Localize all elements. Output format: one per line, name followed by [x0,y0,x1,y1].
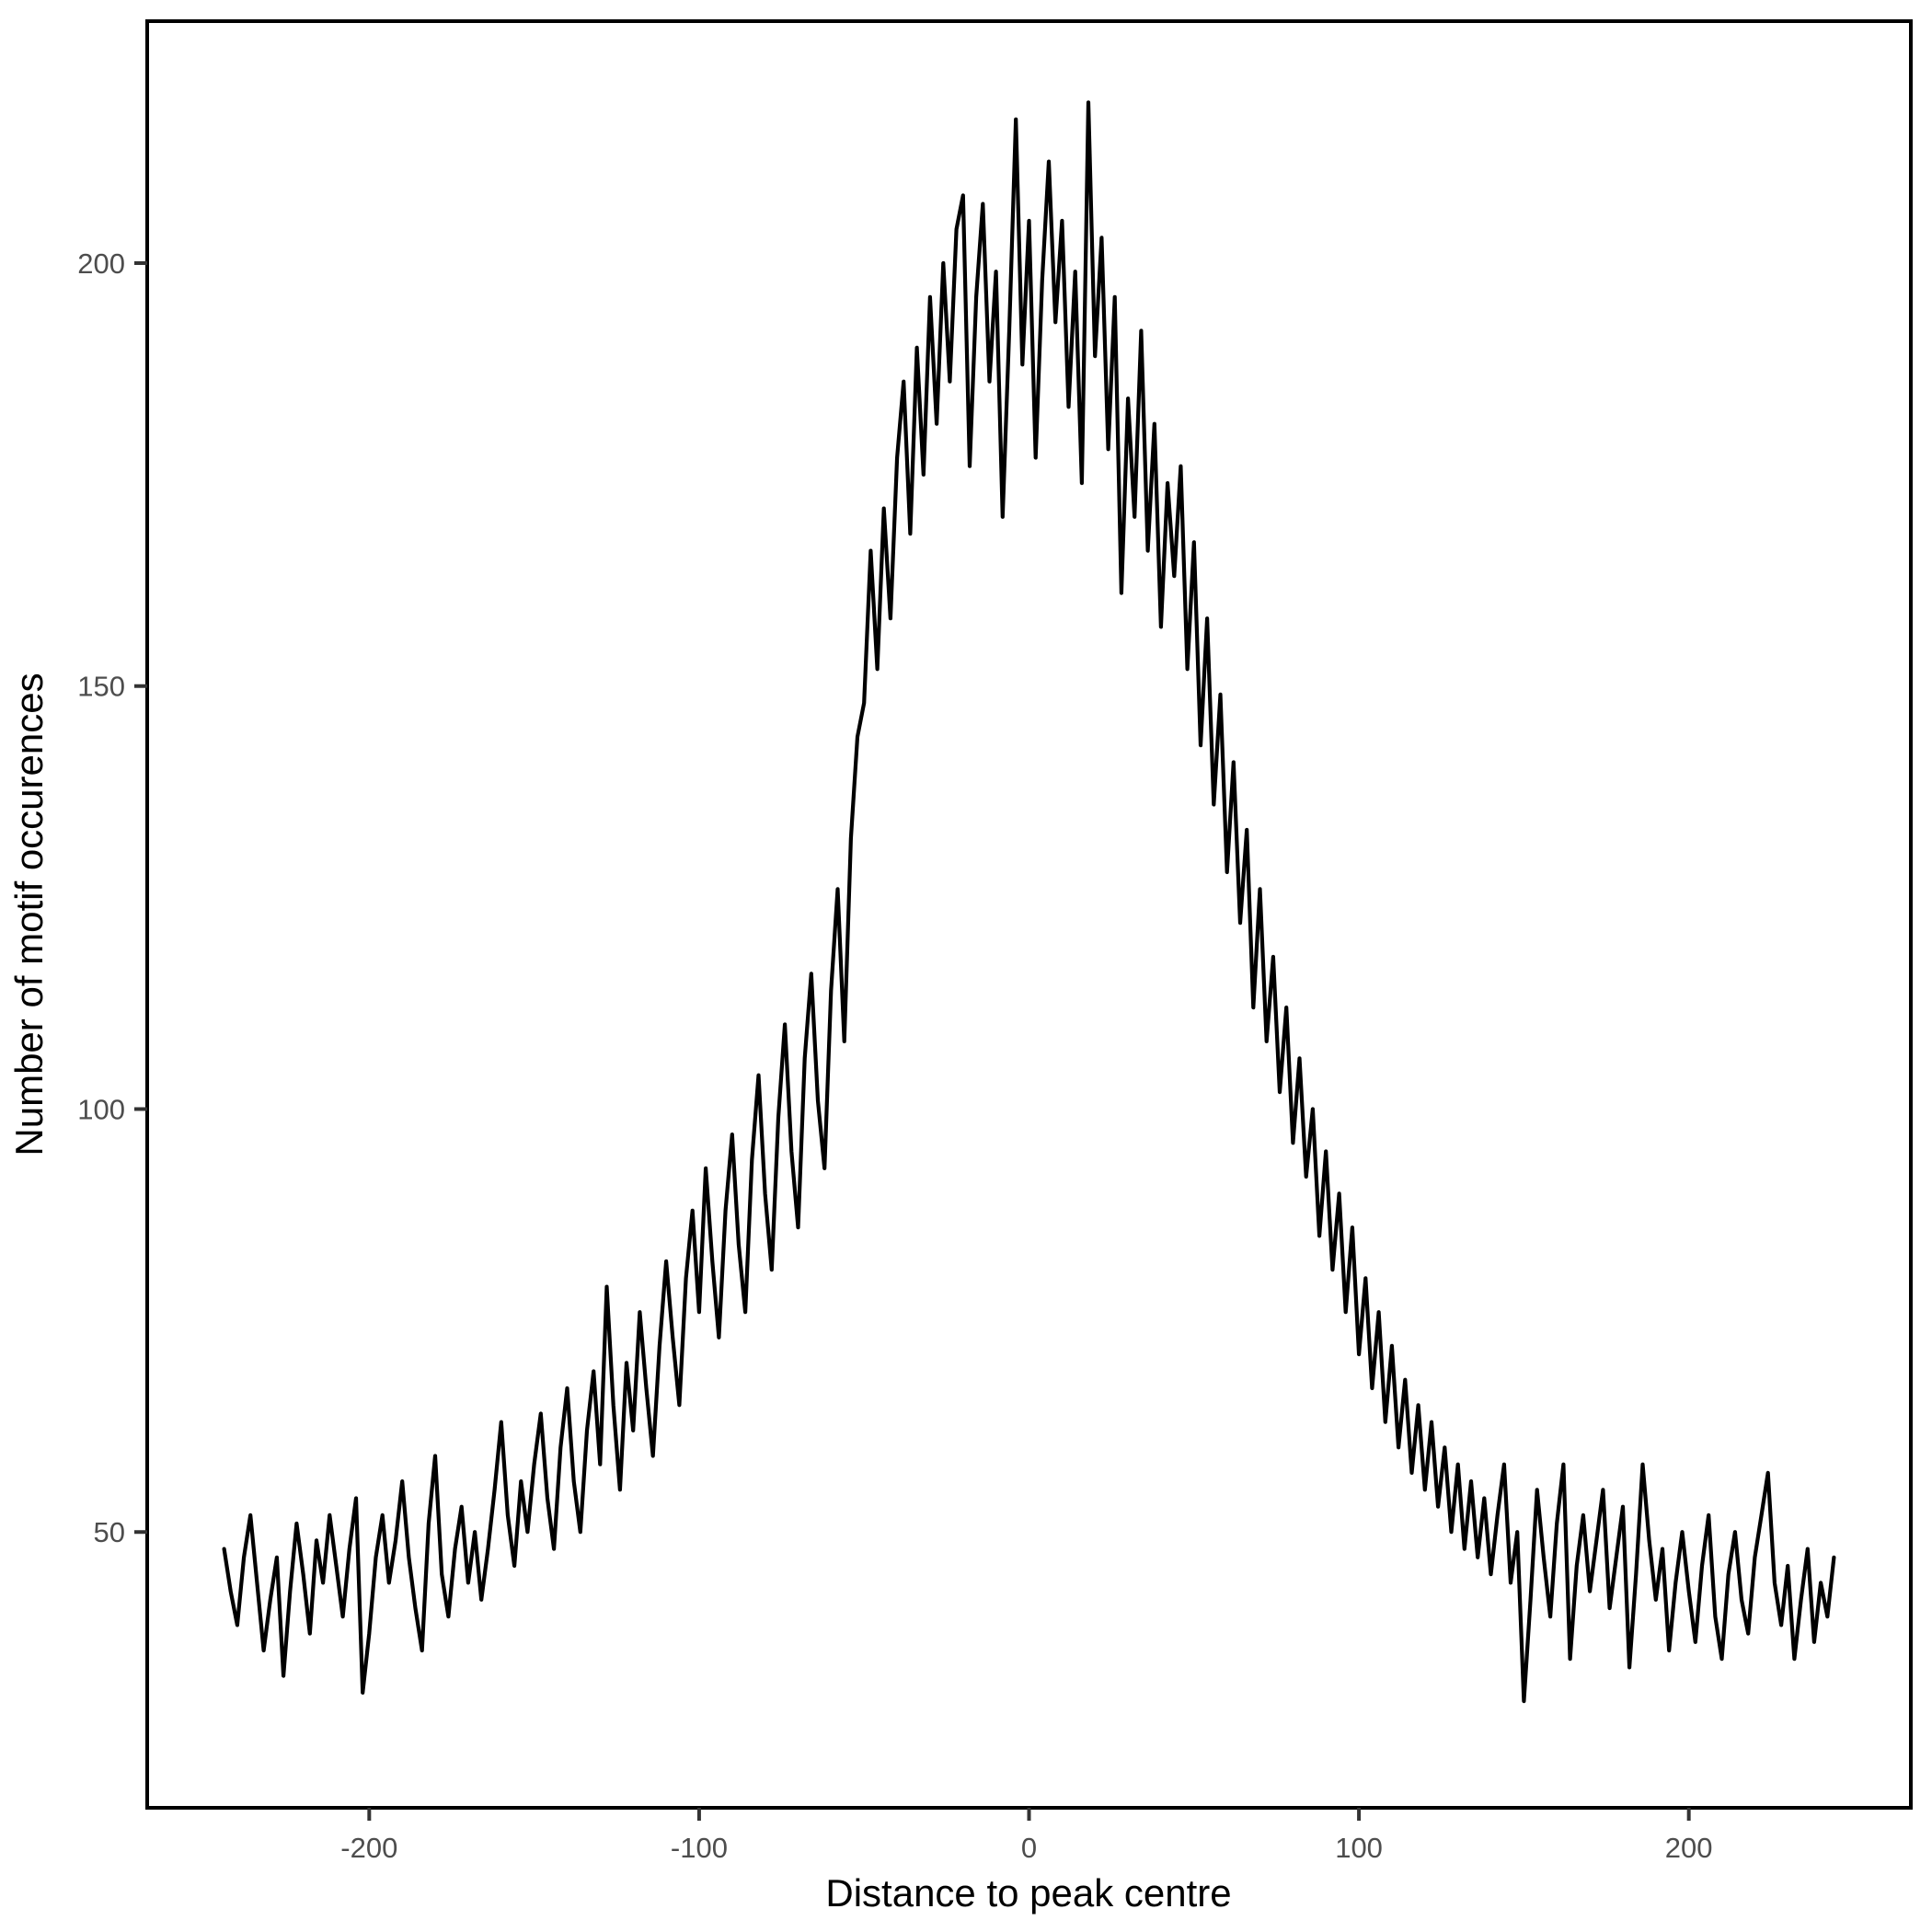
data-line [222,100,1836,1704]
y-tick-label: 200 [77,247,125,280]
x-axis-ticks: -200 -100 0 100 200 [340,1808,1713,1864]
x-tick-label: 0 [1021,1832,1037,1864]
x-tick-label: 100 [1335,1832,1383,1864]
y-tick-label: 150 [77,671,125,703]
x-tick-label: -100 [671,1832,728,1864]
x-tick-label: 200 [1665,1832,1713,1864]
y-tick-label: 50 [94,1516,125,1548]
y-tick-label: 100 [77,1093,125,1125]
plot-panel-border [145,19,1913,1810]
x-axis-title: Distance to peak centre [825,1871,1231,1915]
x-tick-label: -200 [340,1832,397,1864]
y-axis-ticks: 50 100 150 200 [77,247,147,1548]
y-axis-title: Number of motif occurences [7,673,51,1156]
